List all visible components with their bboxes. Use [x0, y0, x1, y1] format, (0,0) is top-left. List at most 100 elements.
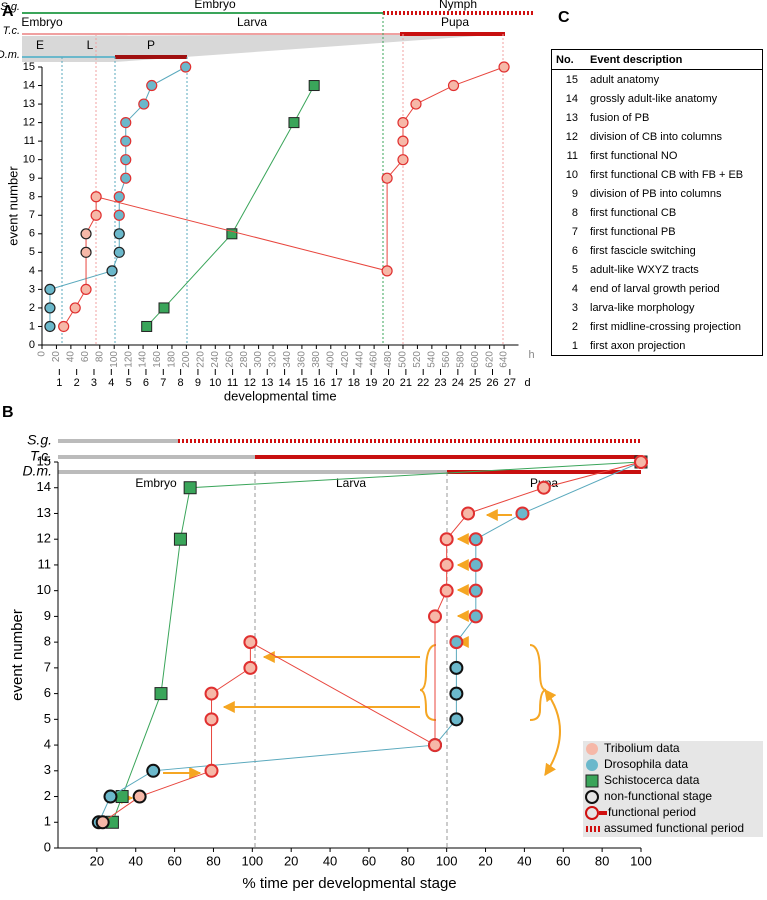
- day-tick-label: 15: [296, 377, 308, 389]
- panel-label: B: [2, 404, 14, 421]
- day-tick-label: 26: [486, 377, 498, 389]
- y-tick-label: 8: [44, 634, 51, 649]
- data-point: [439, 557, 454, 572]
- y-tick-label: 15: [37, 453, 51, 468]
- day-tick-label: 22: [417, 377, 429, 389]
- data-point: [439, 532, 454, 547]
- y-tick-label: 0: [44, 839, 51, 854]
- x-tick-label: 60: [80, 351, 91, 363]
- table-row: 6 first fascicle switching: [552, 241, 763, 260]
- y-axis-title: event number: [9, 609, 26, 701]
- data-point: [158, 302, 170, 314]
- stage-label: E: [36, 38, 44, 52]
- data-point: [90, 209, 102, 221]
- species-label: D.m.: [0, 49, 20, 61]
- table-row: 4 end of larval growth period: [552, 279, 763, 298]
- table-cell: 2: [571, 320, 578, 333]
- data-point: [634, 455, 648, 469]
- data-point: [180, 61, 192, 73]
- day-tick-label: 7: [160, 377, 166, 389]
- table-row: 3 larva-like morphology: [552, 298, 763, 317]
- table-row: 5 adult-like WXYZ tracts: [552, 260, 763, 279]
- data-point: [428, 738, 443, 753]
- table-row: 15 adult anatomy: [552, 70, 763, 90]
- x-tick-label: 100: [241, 853, 263, 868]
- data-point: [138, 98, 150, 110]
- y-tick-label: 5: [29, 246, 35, 258]
- data-point: [439, 583, 454, 598]
- day-tick-label: 4: [108, 377, 114, 389]
- y-tick-label: 2: [29, 302, 35, 314]
- day-tick-label: 6: [143, 377, 149, 389]
- data-point: [468, 609, 483, 624]
- table-cell: first fascicle switching: [590, 244, 696, 257]
- table-cell: 9: [571, 187, 578, 200]
- data-point: [146, 79, 158, 92]
- y-tick-label: 12: [37, 531, 51, 546]
- y-tick-label: 0: [29, 339, 35, 351]
- day-tick-label: 23: [434, 377, 446, 389]
- stage-label: Nymph: [439, 0, 477, 11]
- data-point: [447, 79, 460, 92]
- x-tick-label: 180: [167, 351, 178, 368]
- legend-label: Drosophila data: [604, 757, 688, 771]
- x-tick-label: 220: [195, 351, 206, 368]
- table-cell: 5: [571, 263, 578, 276]
- x-axis-title: developmental time: [224, 388, 337, 403]
- y-axis-title: event number: [5, 166, 20, 246]
- y-tick-label: 1: [29, 320, 35, 332]
- x-tick-label: 520: [412, 351, 423, 368]
- x-tick-label: 20: [51, 351, 62, 363]
- y-tick-label: 15: [23, 61, 35, 73]
- table-cell: first functional CB with FB + EB: [590, 168, 744, 181]
- table-cell: 8: [571, 206, 578, 219]
- table-cell: end of larval growth period: [590, 282, 720, 295]
- x-tick-label: 60: [556, 853, 570, 868]
- x-tick-label: 400: [325, 351, 336, 368]
- data-point: [204, 712, 219, 727]
- x-tick-label: 60: [362, 853, 376, 868]
- data-point: [498, 61, 510, 73]
- table-cell: 6: [571, 244, 578, 257]
- y-tick-label: 1: [44, 814, 51, 829]
- x-tick-label: 80: [401, 853, 415, 868]
- x-tick-label: 500: [398, 351, 409, 368]
- table-cell: adult anatomy: [590, 73, 660, 86]
- data-point: [410, 98, 422, 110]
- data-point: [381, 265, 393, 277]
- y-tick-label: 10: [23, 154, 35, 166]
- legend-swatch: [585, 806, 599, 820]
- legend-swatch: [599, 811, 607, 815]
- data-point: [397, 154, 409, 166]
- x-tick-label: 140: [138, 351, 149, 368]
- data-point: [468, 532, 483, 547]
- data-point: [106, 265, 118, 277]
- y-tick-label: 7: [44, 659, 51, 674]
- y-tick-label: 13: [37, 505, 51, 520]
- stage-label: Pupa: [441, 15, 469, 29]
- legend-swatch: [586, 743, 598, 755]
- x-tick-label: 540: [427, 351, 438, 368]
- data-point: [80, 283, 92, 295]
- y-tick-label: 4: [29, 265, 35, 277]
- x-tick-label: 320: [268, 351, 279, 368]
- table-cell: 4: [571, 282, 578, 295]
- x-tick-label: 20: [284, 853, 298, 868]
- data-point: [381, 172, 393, 184]
- day-tick-label: 25: [469, 377, 481, 389]
- day-tick-label: 14: [278, 377, 290, 389]
- x-tick-label: 40: [323, 853, 337, 868]
- data-point: [141, 320, 153, 332]
- table-cell: 3: [571, 301, 578, 314]
- x-tick-label: 80: [94, 351, 105, 363]
- x-tick-label: 340: [282, 351, 293, 368]
- data-point: [120, 116, 132, 129]
- table-row: 10 first functional CB with FB + EB: [552, 165, 763, 184]
- y-tick-label: 6: [29, 228, 35, 240]
- data-point: [468, 583, 483, 598]
- day-tick-label: 24: [452, 377, 464, 389]
- day-tick-label: 18: [348, 377, 360, 389]
- series-line: [111, 461, 642, 823]
- y-tick-label: 5: [44, 711, 51, 726]
- header-cell: No.: [551, 49, 586, 70]
